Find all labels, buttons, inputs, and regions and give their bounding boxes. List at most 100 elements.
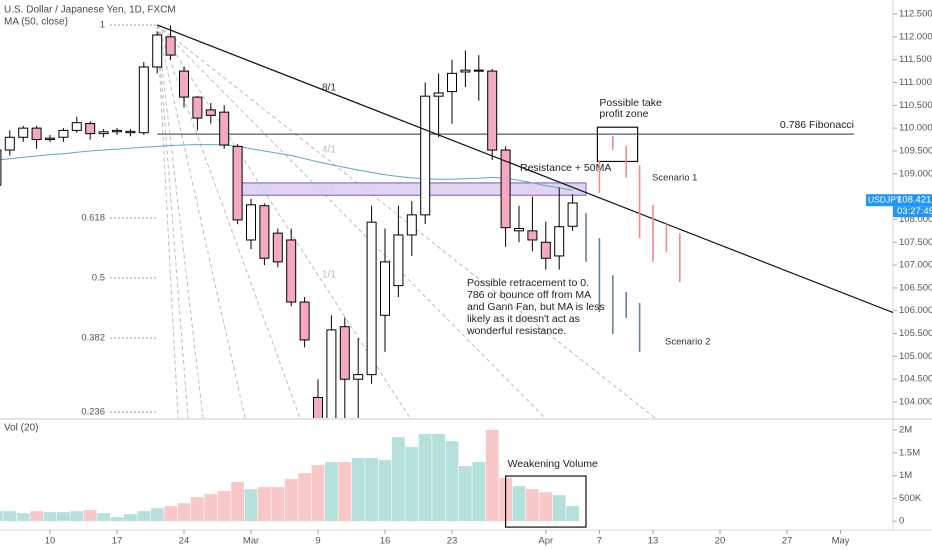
- resistance-label: Resistance + 50MA: [520, 162, 611, 174]
- volume-bar: [137, 511, 151, 522]
- commentary-line: Possible retracement to 0.: [467, 277, 589, 289]
- commentary-line: 786 or bounce off from MA: [467, 289, 591, 301]
- y-tick-label: 104.500: [899, 374, 932, 385]
- volume-bar: [231, 482, 244, 522]
- candle-body: [527, 230, 538, 241]
- volume-bar: [432, 434, 445, 522]
- candle-body: [85, 123, 96, 135]
- volume-box: [505, 475, 587, 528]
- candle-body: [286, 239, 297, 303]
- candle-body: [500, 149, 511, 229]
- candle-body: [393, 234, 404, 287]
- x-tick-label: 10: [45, 536, 56, 547]
- volume-bar: [566, 506, 579, 522]
- candle-body: [487, 70, 498, 151]
- volume-bar: [57, 512, 70, 522]
- y-tick-label: 111.000: [899, 77, 932, 88]
- volume-bar: [177, 503, 191, 522]
- x-tick-label: 16: [380, 536, 391, 547]
- volume-bar: [311, 465, 325, 522]
- y-tick-label: 105.000: [899, 351, 932, 362]
- volume-bar: [0, 511, 3, 522]
- candle-body: [125, 130, 136, 134]
- take-profit-box: [596, 126, 639, 163]
- y-tick-label: 107.500: [899, 237, 932, 248]
- fib-level-label: 0.618: [81, 213, 105, 224]
- y-tick-label: 107.000: [899, 260, 932, 271]
- x-tick-label: 13: [648, 536, 659, 547]
- volume-bar: [539, 492, 553, 522]
- volume-bar: [83, 510, 97, 522]
- fib-level-label: 0.236: [81, 407, 105, 418]
- x-tick-label: May: [832, 536, 850, 547]
- candle-body: [112, 129, 122, 133]
- volume-tick-label: 500K: [899, 493, 922, 504]
- volume-bar: [392, 437, 405, 522]
- gann-fan-line: [156, 24, 546, 418]
- chart-title: U.S. Dollar / Japanese Yen, 1D, FXCM: [4, 5, 176, 16]
- candle-body: [447, 72, 457, 93]
- commentary-line: wonderful resistance.: [466, 325, 566, 337]
- volume-bar: [485, 430, 499, 522]
- fib-level-label: 1: [100, 19, 105, 30]
- gann-fan-line: [156, 24, 204, 418]
- y-tick-label: 106.500: [899, 282, 932, 293]
- candle-body: [219, 111, 230, 146]
- volume-bar: [244, 489, 258, 522]
- candle-body: [420, 95, 431, 216]
- ma-legend: MA (50, close): [4, 17, 68, 28]
- commentary-line: and Gann Fan, but MA is less: [467, 301, 605, 313]
- candle-body: [326, 329, 337, 418]
- volume-bar: [365, 458, 378, 522]
- take-profit-label: Possible take: [599, 97, 662, 109]
- y-tick-label: 110.000: [899, 123, 932, 134]
- candle-body: [339, 326, 350, 380]
- volume-bar: [271, 487, 285, 522]
- volume-bar: [70, 511, 84, 522]
- gann-fan-label: 8/1: [322, 83, 336, 94]
- commentary-line: likely as it doesn't act as: [467, 313, 580, 325]
- x-tick-label: 20: [715, 536, 726, 547]
- volume-bar: [284, 479, 298, 522]
- volume-bar: [217, 491, 231, 522]
- y-tick-label: 111.500: [899, 54, 932, 65]
- x-tick-label: Apr: [538, 536, 553, 547]
- volume-bar: [405, 447, 419, 522]
- gann-fan-line: [156, 24, 656, 418]
- volume-bar: [124, 514, 137, 522]
- volume-bar: [43, 512, 57, 522]
- volume-bar: [378, 460, 392, 522]
- x-tick-label: 27: [782, 536, 793, 547]
- candle-body: [179, 70, 189, 98]
- x-tick-label: 23: [447, 536, 458, 547]
- volume-pane: [0, 430, 587, 528]
- ma-line: [0, 144, 573, 191]
- x-tick-label: 9: [315, 536, 320, 547]
- volume-bar: [298, 473, 311, 522]
- candle-body: [138, 66, 149, 134]
- volume-tick-label: 1.5M: [899, 447, 920, 458]
- candle-body: [313, 396, 323, 418]
- candle-body: [18, 127, 29, 138]
- scenario-label: Scenario 2: [665, 337, 710, 348]
- x-tick-label: 7: [597, 536, 602, 547]
- volume-bar: [325, 462, 338, 522]
- fib-line-label: 0.786 Fibonacci: [780, 119, 854, 131]
- resistance-zone: [237, 182, 587, 196]
- volume-bar: [97, 513, 110, 522]
- y-tick-label: 112.500: [899, 9, 932, 20]
- x-tick-label: 17: [112, 536, 123, 547]
- volume-bar: [526, 489, 539, 522]
- candle-body: [366, 221, 377, 376]
- volume-legend: Vol (20): [4, 423, 38, 434]
- y-tick-label: 108.000: [899, 214, 932, 225]
- candle-body: [272, 232, 283, 263]
- volume-bar: [459, 466, 472, 522]
- candle-body: [192, 96, 203, 119]
- volume-bar: [351, 458, 365, 522]
- volume-bar: [204, 494, 218, 522]
- volume-box-label: Weakening Volume: [508, 458, 598, 470]
- volume-bar: [3, 511, 17, 522]
